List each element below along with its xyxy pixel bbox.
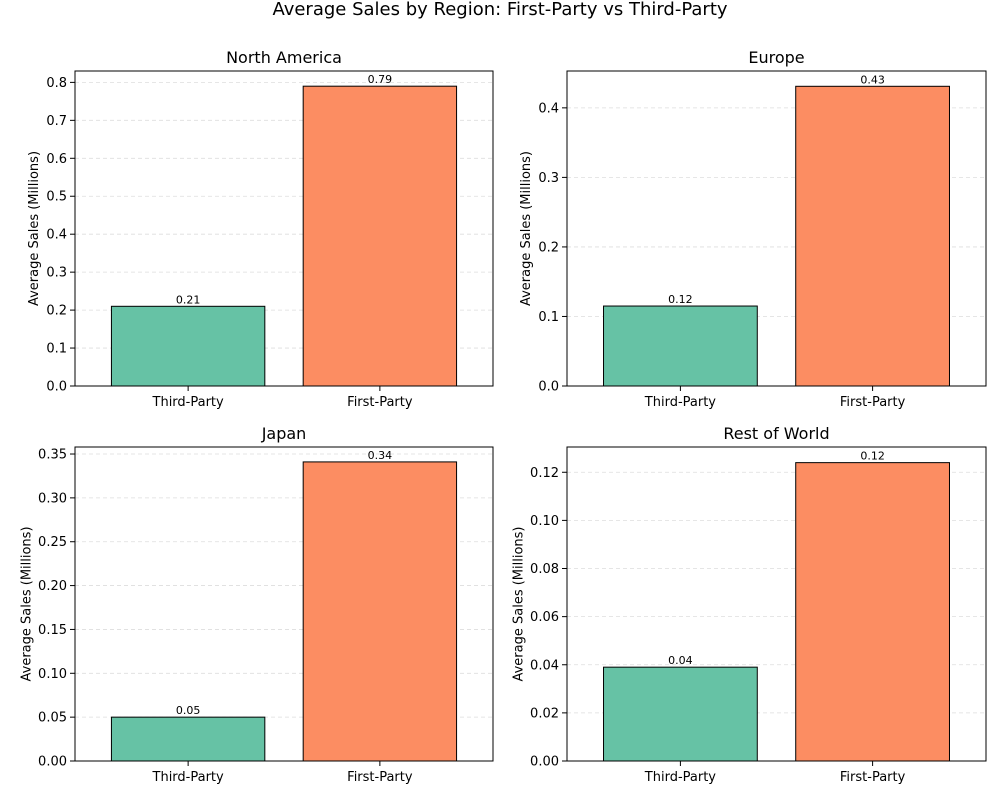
panel-japan: 0.05 Third-Party 0.34 First-Party 0.00 0.05 0.… <box>20 424 494 785</box>
data-label: 0.04 <box>668 654 693 667</box>
y-axis-label: Average Sales (Millions) <box>20 526 35 681</box>
x-tick-label: Third-Party <box>152 770 225 785</box>
y-tick-label: 0.10 <box>530 514 559 529</box>
y-tick-label: 0.4 <box>46 228 67 243</box>
bar-first-party <box>302 461 458 762</box>
bar-first-party <box>795 462 950 762</box>
data-label: 0.21 <box>176 293 201 306</box>
y-tick-label: 0.25 <box>38 535 67 550</box>
axes-frame <box>566 446 987 762</box>
data-label: 0.34 <box>368 449 393 462</box>
y-tick-label: 0.2 <box>46 304 67 319</box>
data-label: 0.12 <box>668 293 693 306</box>
y-tick-label: 0.10 <box>38 667 67 682</box>
panel-title: Japan <box>261 424 307 443</box>
y-tick-label: 0.5 <box>46 190 67 205</box>
y-tick-label: 0.08 <box>530 562 559 577</box>
y-tick-label: 0.0 <box>538 380 559 395</box>
x-tick-label: First-Party <box>840 395 906 410</box>
bar-third-party <box>603 305 758 387</box>
y-tick-label: 0.3 <box>538 171 559 186</box>
y-tick-label: 0.05 <box>38 711 67 726</box>
y-tick-label: 0.6 <box>46 152 67 167</box>
y-axis-label: Average Sales (Millions) <box>512 526 527 681</box>
data-label: 0.79 <box>368 73 393 86</box>
y-tick-label: 0.15 <box>38 623 67 638</box>
bar-first-party <box>795 85 950 387</box>
y-tick-label: 0.3 <box>46 266 67 281</box>
x-tick-label: First-Party <box>347 395 413 410</box>
y-tick-label: 0.2 <box>538 240 559 255</box>
panel-title: Rest of World <box>723 424 829 443</box>
data-label: 0.05 <box>176 704 201 717</box>
y-tick-label: 0.1 <box>46 342 67 357</box>
y-axis-label: Average Sales (Millions) <box>27 151 42 306</box>
y-tick-label: 0.0 <box>46 380 67 395</box>
y-tick-label: 0.04 <box>530 658 559 673</box>
y-tick-label: 0.4 <box>538 101 559 116</box>
y-tick-label: 0.35 <box>38 448 67 463</box>
axes-frame <box>566 70 987 387</box>
y-tick-label: 0.06 <box>530 610 559 625</box>
y-tick-label: 0.30 <box>38 491 67 506</box>
panel-north-america: 0.21 Third-Party 0.79 First-Party 0.0 0.1 0.2 0… <box>27 48 494 410</box>
figure-title: Average Sales by Region: First-Party vs … <box>272 0 727 20</box>
panel-title: Europe <box>748 48 804 67</box>
y-tick-label: 0.20 <box>38 579 67 594</box>
y-tick-label: 0.00 <box>38 755 67 770</box>
bar-first-party <box>302 85 458 387</box>
x-tick-label: Third-Party <box>644 770 717 785</box>
bar-third-party <box>110 716 266 762</box>
y-tick-label: 0.8 <box>46 76 67 91</box>
panel-rest-of-world: 0.04 Third-Party 0.12 First-Party 0.00 0.02 0.… <box>512 424 987 785</box>
x-tick-label: Third-Party <box>644 395 717 410</box>
bar-third-party <box>110 305 266 387</box>
panel-title: North America <box>226 48 342 67</box>
y-tick-label: 0.12 <box>530 466 559 481</box>
panel-europe: 0.12 Third-Party 0.43 First-Party 0.0 0.1 0.2 0… <box>519 48 987 410</box>
axes-frame <box>74 70 494 387</box>
y-tick-label: 0.7 <box>46 114 67 129</box>
y-tick-label: 0.00 <box>530 755 559 770</box>
bar-third-party <box>603 666 758 762</box>
y-axis-label: Average Sales (Millions) <box>519 151 534 306</box>
axes-frame <box>74 446 494 762</box>
y-tick-label: 0.1 <box>538 310 559 325</box>
x-tick-label: Third-Party <box>152 395 225 410</box>
x-tick-label: First-Party <box>347 770 413 785</box>
y-tick-label: 0.02 <box>530 706 559 721</box>
data-label: 0.12 <box>860 450 885 463</box>
data-label: 0.43 <box>860 73 885 86</box>
x-tick-label: First-Party <box>840 770 906 785</box>
